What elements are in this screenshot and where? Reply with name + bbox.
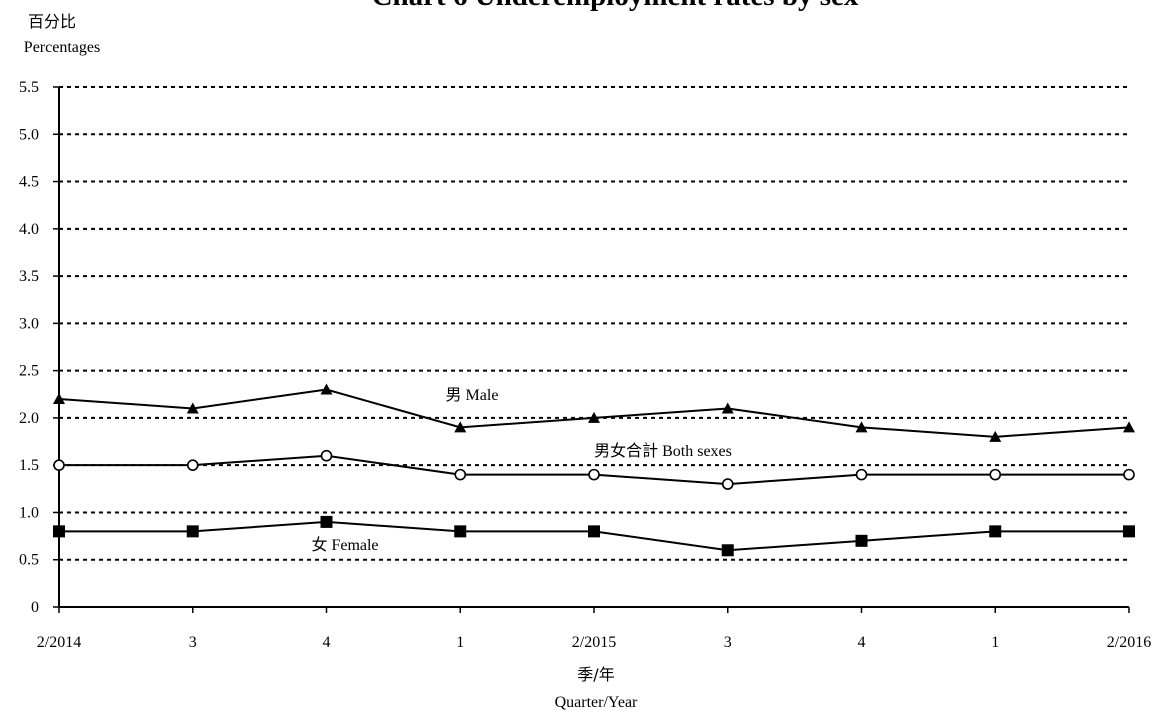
y-tick-label: 4.0 — [19, 221, 39, 238]
data-point — [1123, 525, 1135, 538]
x-tick-labels: 2/2014 3 4 1 2/2015 3 4 1 2/2016 — [37, 634, 1151, 651]
data-point — [855, 421, 868, 433]
data-point — [588, 411, 600, 423]
data-point — [588, 468, 600, 481]
data-point — [186, 402, 199, 414]
data-point — [53, 459, 65, 471]
data-point — [53, 525, 65, 538]
x-tick-label: 2/2014 — [37, 634, 81, 651]
series-labels: 男 Male 男女合計 Both sexes 女 Female — [311, 387, 731, 554]
data-point — [454, 468, 467, 481]
gridlines — [59, 86, 1129, 561]
data-point — [186, 525, 199, 538]
y-tick-label: 5.5 — [19, 79, 39, 96]
chart-title: Chart 6 Underemployment rates by sex — [372, 0, 859, 12]
data-point — [721, 402, 734, 414]
series-label: 女 Female — [311, 535, 378, 554]
y-tick-label: 4.5 — [19, 174, 39, 191]
y-tick-label: 5.0 — [19, 126, 39, 143]
y-axis-label-zh: 百分比 — [28, 12, 76, 31]
x-tick-label: 1 — [456, 634, 464, 651]
x-tick-label: 3 — [189, 634, 197, 651]
y-tick-label: 0.5 — [19, 552, 39, 569]
data-point — [320, 383, 333, 395]
y-axis-label: Percentages — [24, 39, 100, 56]
x-tick-label: 2/2015 — [572, 634, 616, 651]
series-label: 男 Male — [446, 387, 499, 404]
data-point — [989, 525, 1002, 538]
data-point — [721, 478, 734, 490]
y-tick-label: 3.0 — [19, 315, 39, 332]
x-axis-label: Quarter/Year — [555, 694, 638, 711]
data-point — [721, 544, 734, 557]
y-tick-label: 2.5 — [19, 363, 39, 380]
data-point — [186, 459, 199, 471]
y-tick-label: 2.0 — [19, 410, 39, 427]
data-point — [1123, 421, 1135, 433]
y-tick-labels: 0 0.5 1.0 1.5 2.0 2.5 3.0 3.5 4.0 4.5 5.0 5.5 — [19, 79, 39, 616]
series-group — [53, 383, 1135, 557]
data-point — [454, 421, 467, 433]
data-point — [855, 534, 868, 547]
x-tick-label: 4 — [858, 634, 866, 651]
data-point — [588, 525, 600, 538]
series-label: 男女合計 Both sexes — [594, 441, 732, 460]
y-tick-label: 0 — [31, 599, 39, 616]
data-point — [1123, 468, 1135, 481]
y-tick-label: 3.5 — [19, 268, 39, 285]
data-point — [53, 393, 65, 404]
y-tick-label: 1.5 — [19, 457, 39, 474]
x-tick-label: 1 — [991, 634, 999, 651]
x-tick-label: 4 — [323, 634, 331, 651]
data-point — [989, 468, 1002, 481]
data-point — [320, 449, 333, 462]
x-tick-label: 2/2016 — [1107, 634, 1151, 651]
data-point — [454, 525, 467, 538]
data-point — [855, 468, 868, 481]
x-tick-label: 3 — [724, 634, 732, 651]
y-tick-label: 1.0 — [19, 504, 39, 521]
data-point — [320, 515, 333, 528]
data-point — [989, 430, 1002, 442]
x-axis-label-zh: 季/年 — [577, 665, 614, 684]
